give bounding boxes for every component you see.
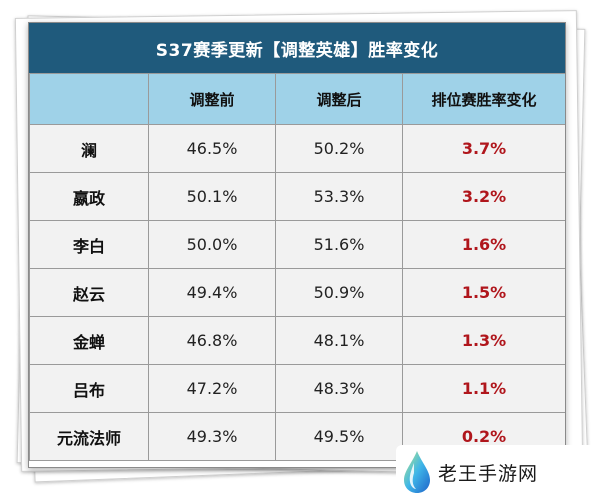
winrate-change: 1.6%	[402, 220, 565, 269]
winrate-before: 46.5%	[148, 124, 276, 173]
watermark-text: 老王手游网	[438, 462, 539, 485]
table-row: 嬴政 50.1% 53.3% 3.2%	[29, 172, 565, 221]
hero-name: 元流法师	[29, 412, 149, 461]
winrate-after: 51.6%	[275, 220, 403, 269]
table-title: S37赛季更新【调整英雄】胜率变化	[29, 23, 565, 73]
site-watermark: 老王手游网	[396, 445, 600, 499]
table-row: 金蝉 46.8% 48.1% 1.3%	[29, 316, 565, 365]
hero-name: 嬴政	[29, 172, 149, 221]
hero-name: 吕布	[29, 364, 149, 413]
winrate-change: 1.1%	[402, 364, 565, 413]
winrate-after: 48.3%	[275, 364, 403, 413]
winrate-before: 49.3%	[148, 412, 276, 461]
hero-name: 澜	[29, 124, 149, 173]
table-row: 澜 46.5% 50.2% 3.7%	[29, 124, 565, 173]
hero-name: 金蝉	[29, 316, 149, 365]
winrate-card: S37赛季更新【调整英雄】胜率变化 调整前 调整后 排位赛胜率变化 澜 46.5…	[28, 22, 566, 468]
winrate-after: 48.1%	[275, 316, 403, 365]
winrate-after: 50.9%	[275, 268, 403, 317]
header-before: 调整前	[148, 73, 276, 125]
winrate-change: 3.7%	[402, 124, 565, 173]
header-change: 排位赛胜率变化	[402, 73, 565, 125]
winrate-before: 46.8%	[148, 316, 276, 365]
winrate-change: 3.2%	[402, 172, 565, 221]
table-row: 赵云 49.4% 50.9% 1.5%	[29, 268, 565, 317]
winrate-after: 49.5%	[275, 412, 403, 461]
winrate-after: 50.2%	[275, 124, 403, 173]
water-drop-logo-icon	[404, 451, 430, 493]
table-row: 吕布 47.2% 48.3% 1.1%	[29, 364, 565, 413]
winrate-before: 49.4%	[148, 268, 276, 317]
winrate-after: 53.3%	[275, 172, 403, 221]
winrate-change: 1.3%	[402, 316, 565, 365]
hero-name: 李白	[29, 220, 149, 269]
winrate-before: 50.0%	[148, 220, 276, 269]
header-after: 调整后	[275, 73, 403, 125]
winrate-table: 调整前 调整后 排位赛胜率变化 澜 46.5% 50.2% 3.7% 嬴政 50…	[29, 73, 565, 461]
winrate-before: 50.1%	[148, 172, 276, 221]
hero-name: 赵云	[29, 268, 149, 317]
header-hero	[29, 73, 149, 125]
winrate-before: 47.2%	[148, 364, 276, 413]
winrate-change: 1.5%	[402, 268, 565, 317]
header-row: 调整前 调整后 排位赛胜率变化	[29, 73, 565, 125]
table-row: 李白 50.0% 51.6% 1.6%	[29, 220, 565, 269]
